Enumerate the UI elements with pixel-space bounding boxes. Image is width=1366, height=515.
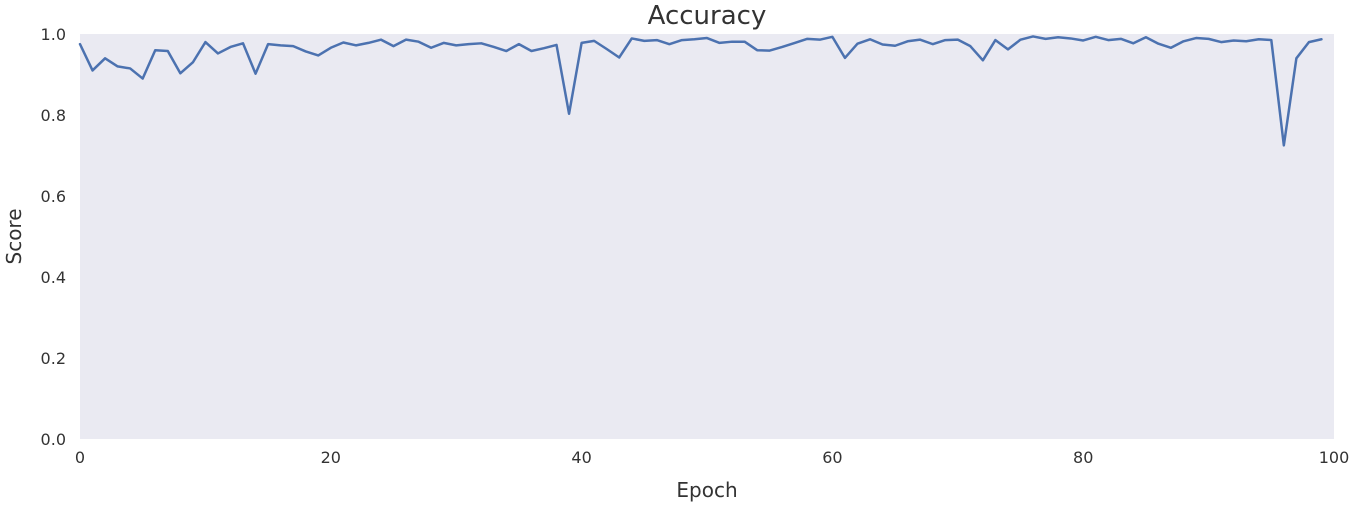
x-tick-label: 60 [822,448,842,467]
chart-title: Accuracy [648,1,767,31]
x-tick-label: 80 [1073,448,1093,467]
y-tick-label: 0.2 [41,349,66,368]
y-tick-labels: 0.0 0.2 0.4 0.6 0.8 1.0 [41,25,66,449]
series-line [78,35,1323,147]
y-tick-label: 0.4 [41,268,66,287]
plot-background [80,34,1334,439]
x-axis-label: Epoch [676,478,737,502]
x-tick-label: 20 [321,448,341,467]
x-tick-labels: 0 20 40 60 80 100 [75,448,1349,467]
y-tick-label: 1.0 [41,25,66,44]
x-tick-label: 100 [1319,448,1350,467]
x-tick-label: 0 [75,448,85,467]
y-axis-label: Score [2,208,26,264]
y-tick-label: 0.8 [41,106,66,125]
y-tick-label: 0.6 [41,187,66,206]
y-tick-label: 0.0 [41,430,66,449]
x-tick-label: 40 [571,448,591,467]
